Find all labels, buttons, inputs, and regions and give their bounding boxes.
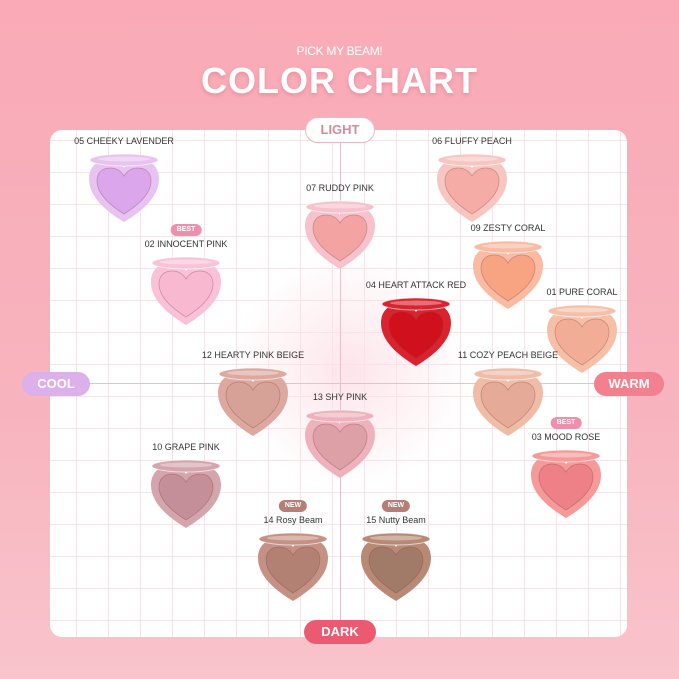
shade-name: 10 GRAPE PINK [152,442,220,452]
heart-compact-image [151,256,221,325]
shade-name: 05 CHEEKY LAVENDER [74,136,174,146]
shade-name: 02 INNOCENT PINK [144,239,228,249]
shade-name: 06 FLUFFY PEACH [432,136,512,146]
shade-name: 09 ZESTY CORAL [470,223,546,233]
heart-compact-image [547,304,617,373]
heart-compact-image [305,200,375,269]
heart-compact-image [305,409,375,478]
shade-name: 01 PURE CORAL [546,287,618,297]
shade-name: 15 Nutty Beam [366,515,426,525]
heart-compact-image [531,449,601,518]
badge-best: BEST [170,224,202,236]
shade-name: 12 HEARTY PINK BEIGE [201,350,305,360]
badge-best: BEST [550,417,582,429]
shade-name: 11 COZY PEACH BEIGE [457,350,559,360]
axis-label-warm: WARM [594,372,664,396]
heart-compact-image [89,153,159,222]
heart-compact-image [218,367,288,436]
axis-label-dark: DARK [304,620,376,644]
heart-compact-image [151,459,221,528]
axis-label-cool: COOL [22,372,90,396]
shade-name: 13 SHY PINK [312,392,368,402]
shade-name: 04 HEART ATTACK RED [365,280,467,290]
badge-new: NEW [278,500,308,512]
shade-name: 07 RUDDY PINK [306,183,374,193]
heart-compact-image [258,532,328,601]
heart-compact-image [437,153,507,222]
heart-compact-image [473,240,543,309]
heart-compact-image [361,532,431,601]
heart-compact-image [381,297,451,366]
shade-name: 03 MOOD ROSE [531,432,601,442]
badge-new: NEW [381,500,411,512]
axis-label-light: LIGHT [305,117,375,143]
page-title: COLOR CHART [201,60,478,101]
heart-compact-image [473,367,543,436]
horizontal-axis [50,383,627,384]
shade-name: 14 Rosy Beam [263,515,323,525]
subtitle: PICK MY BEAM! [296,44,383,58]
